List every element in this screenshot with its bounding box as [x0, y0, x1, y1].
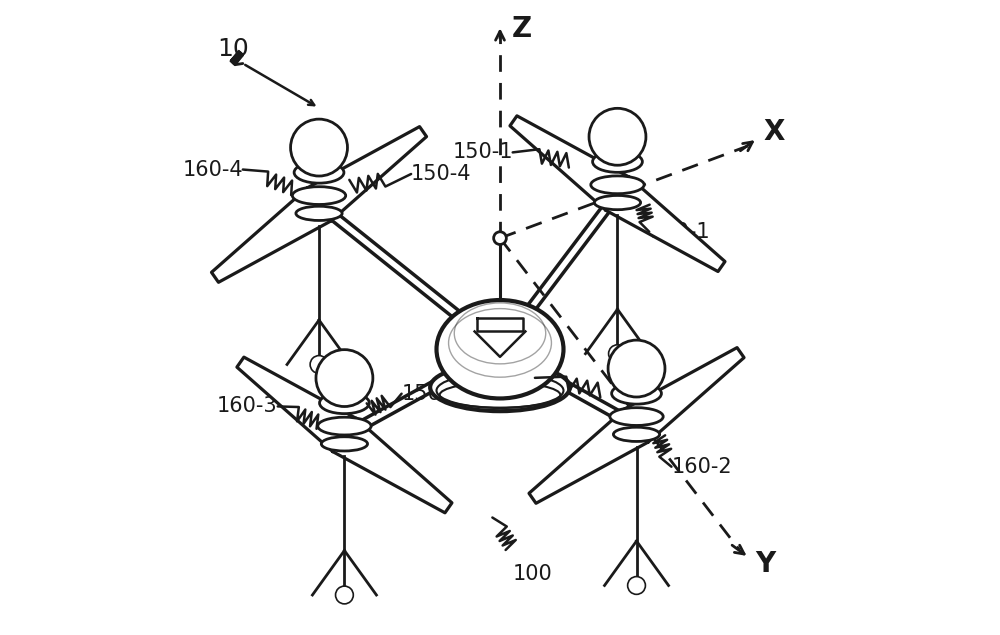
Ellipse shape — [612, 383, 661, 404]
Text: 150-2: 150-2 — [474, 368, 535, 388]
Ellipse shape — [436, 300, 564, 399]
Ellipse shape — [594, 196, 641, 210]
Circle shape — [336, 586, 353, 604]
Polygon shape — [237, 357, 356, 451]
Circle shape — [608, 340, 665, 397]
Ellipse shape — [593, 151, 642, 172]
Polygon shape — [307, 126, 427, 221]
Text: 160-2: 160-2 — [671, 457, 732, 477]
Text: X: X — [764, 118, 785, 146]
Ellipse shape — [430, 363, 570, 411]
Polygon shape — [333, 418, 452, 513]
Ellipse shape — [321, 437, 368, 451]
Text: 160-1: 160-1 — [649, 222, 710, 242]
Ellipse shape — [591, 176, 644, 194]
Polygon shape — [606, 177, 725, 272]
Circle shape — [310, 356, 328, 373]
Ellipse shape — [320, 392, 369, 413]
Ellipse shape — [292, 187, 346, 204]
Circle shape — [628, 577, 645, 594]
Ellipse shape — [296, 206, 342, 220]
Polygon shape — [625, 347, 744, 442]
Text: 160-4: 160-4 — [182, 159, 243, 180]
Text: 150-4: 150-4 — [411, 164, 472, 184]
Text: 150-3: 150-3 — [402, 384, 462, 404]
Polygon shape — [510, 116, 629, 210]
Text: Y: Y — [755, 550, 776, 578]
Circle shape — [494, 232, 506, 244]
Circle shape — [291, 119, 347, 176]
Text: 150-1: 150-1 — [452, 142, 513, 163]
Circle shape — [609, 345, 626, 363]
Circle shape — [589, 109, 646, 165]
Ellipse shape — [613, 427, 660, 441]
Circle shape — [316, 350, 373, 406]
Ellipse shape — [318, 417, 371, 435]
Ellipse shape — [294, 162, 344, 183]
Polygon shape — [211, 188, 331, 283]
Text: 10: 10 — [217, 37, 249, 61]
Text: 100: 100 — [513, 564, 552, 584]
Polygon shape — [529, 409, 648, 504]
Ellipse shape — [610, 408, 663, 425]
Text: 160-3: 160-3 — [217, 396, 278, 417]
Text: Z: Z — [511, 15, 532, 43]
